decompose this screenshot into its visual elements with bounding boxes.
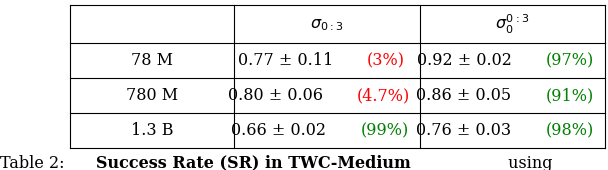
Text: (91%): (91%)	[546, 87, 594, 104]
Text: (99%): (99%)	[361, 122, 409, 139]
Text: 780 M: 780 M	[126, 87, 178, 104]
Text: Success Rate (SR) in TWC-Medium: Success Rate (SR) in TWC-Medium	[97, 155, 411, 170]
Text: (3%): (3%)	[367, 52, 405, 69]
Text: 0.66 ± 0.02: 0.66 ± 0.02	[231, 122, 331, 139]
Text: $\sigma_0^{0:3}$: $\sigma_0^{0:3}$	[495, 13, 530, 36]
Text: 0.86 ± 0.05: 0.86 ± 0.05	[416, 87, 517, 104]
Text: 1.3 B: 1.3 B	[131, 122, 173, 139]
Text: 78 M: 78 M	[131, 52, 173, 69]
Text: 0.80 ± 0.06: 0.80 ± 0.06	[228, 87, 328, 104]
Text: 0.76 ± 0.03: 0.76 ± 0.03	[416, 122, 517, 139]
Text: (98%): (98%)	[546, 122, 594, 139]
Text: 0.77 ± 0.11: 0.77 ± 0.11	[238, 52, 338, 69]
Text: 0.92 ± 0.02: 0.92 ± 0.02	[416, 52, 517, 69]
Text: using: using	[503, 155, 552, 170]
Text: Table 2:: Table 2:	[0, 155, 75, 170]
Text: $\sigma_{0:3}$: $\sigma_{0:3}$	[310, 16, 344, 33]
Text: (4.7%): (4.7%)	[357, 87, 410, 104]
Text: (97%): (97%)	[545, 52, 594, 69]
